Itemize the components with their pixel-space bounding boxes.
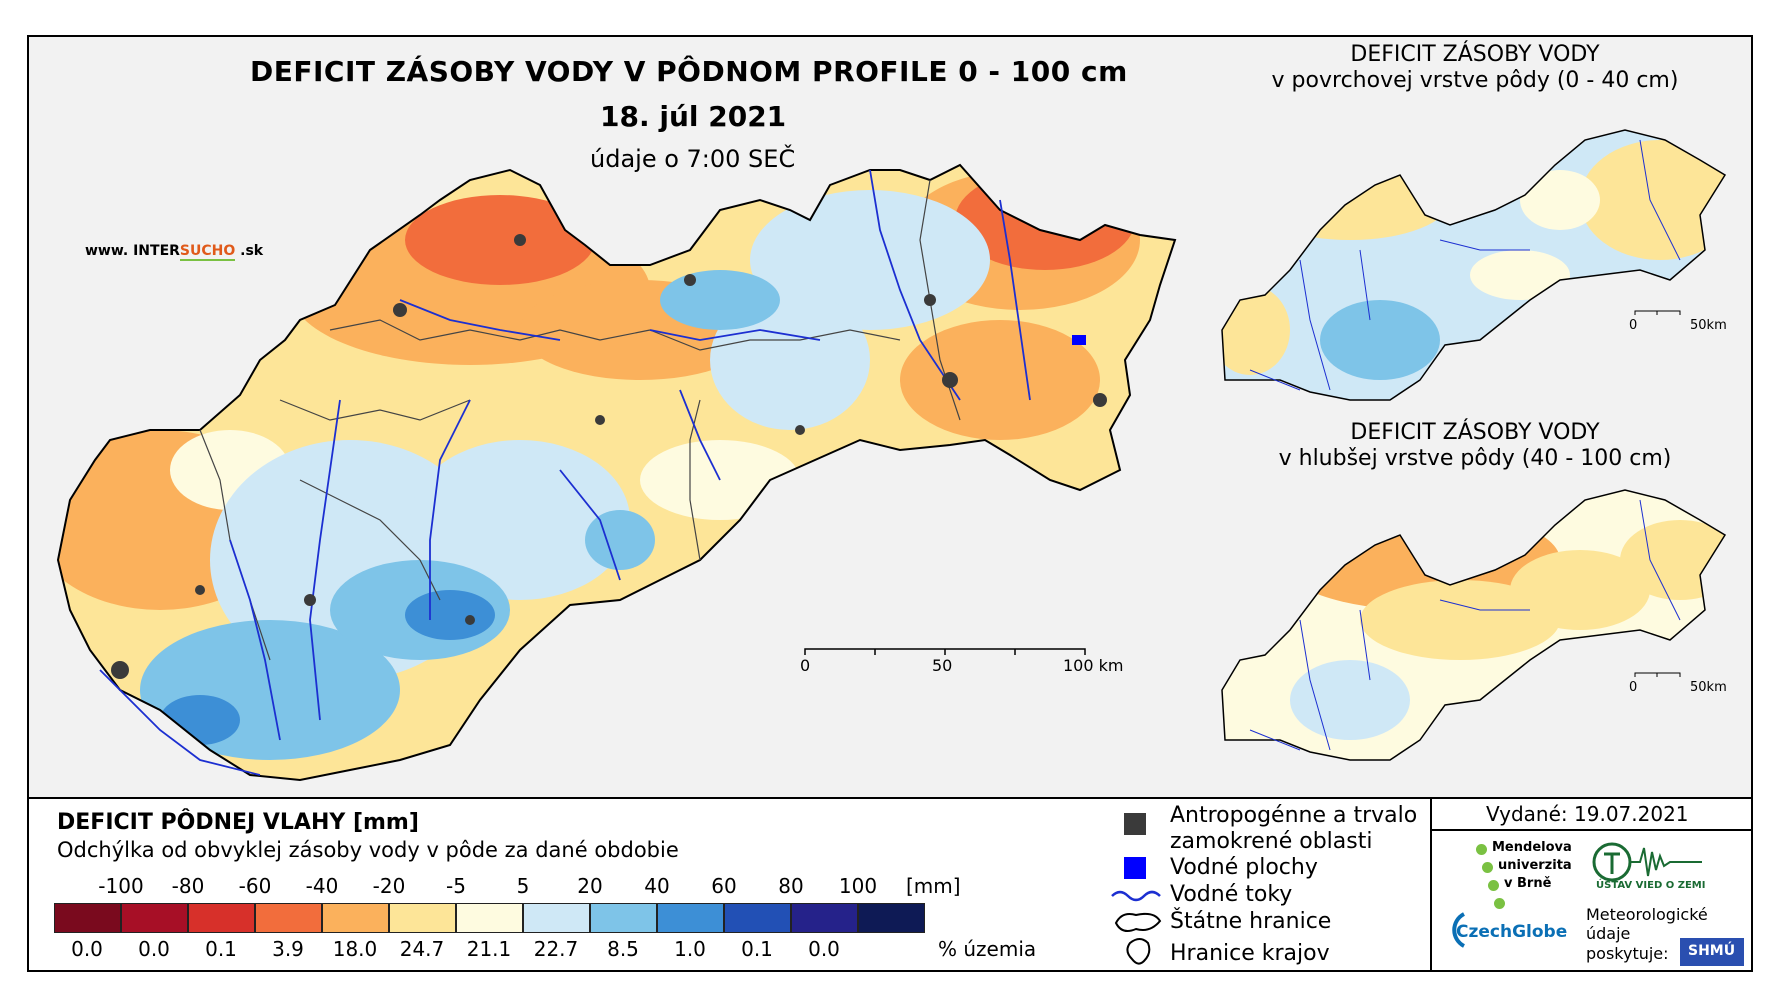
main-scale-0: 0 xyxy=(800,656,811,675)
site-highlight: SUCHO xyxy=(179,243,236,261)
state-border-icon xyxy=(1114,912,1162,932)
key-urban-line2: zamokrené oblasti xyxy=(1170,829,1373,854)
legend-percent-value: 24.7 xyxy=(399,937,445,961)
legend-unit: [mm] xyxy=(906,874,961,898)
river-line-icon xyxy=(1111,890,1161,902)
website-link[interactable]: www. INTERSUCHO .sk xyxy=(85,243,264,261)
inset-bottom-title: DEFICIT ZÁSOBY VODY v hlubšej vrstve pôd… xyxy=(1245,420,1705,472)
legend-break-label: 40 xyxy=(644,874,670,898)
inset-top-title-line1: DEFICIT ZÁSOBY VODY xyxy=(1350,42,1600,67)
legend-percent-value: 3.9 xyxy=(272,937,304,961)
legend-title: DEFICIT PÔDNEJ VLAHY [mm] xyxy=(57,810,419,835)
data-time: údaje o 7:00 SEČ xyxy=(590,145,796,173)
legend-percent-value: 8.5 xyxy=(607,937,639,961)
inset-bottom-title-line2: v hlubšej vrstve pôdy (40 - 100 cm) xyxy=(1278,446,1672,471)
legend-break-label: -20 xyxy=(372,874,406,898)
legend-break-label: 100 xyxy=(838,874,878,898)
map-title: DEFICIT ZÁSOBY VODY V PÔDNOM PROFILE 0 -… xyxy=(250,55,1128,88)
urban-area-square-icon xyxy=(1124,813,1146,835)
legend-swatch xyxy=(657,903,724,933)
site-prefix: www. INTER xyxy=(85,243,180,259)
legend-percent-value: 21.1 xyxy=(466,937,512,961)
legend-percent-value: 0.1 xyxy=(741,937,773,961)
map-date: 18. júl 2021 xyxy=(600,100,787,133)
legend-percent-value: 0.1 xyxy=(205,937,237,961)
czechglobe-arc-icon xyxy=(1452,912,1466,948)
key-state-borders: Štátne hranice xyxy=(1170,909,1332,934)
legend-swatch xyxy=(322,903,389,933)
ustav-text: ÚSTAV VIED O ZEMI xyxy=(1596,880,1706,891)
main-scale-100: 100 km xyxy=(1063,656,1124,675)
legend-swatch xyxy=(255,903,322,933)
issued-date: Vydané: 19.07.2021 xyxy=(1486,802,1689,826)
legend-swatch xyxy=(590,903,657,933)
legend-break-label: 5 xyxy=(516,874,530,898)
legend-swatch xyxy=(389,903,456,933)
legend-break-label: -80 xyxy=(171,874,205,898)
legend-percent-value: 18.0 xyxy=(332,937,378,961)
legend-break-label: 80 xyxy=(778,874,804,898)
key-water-body: Vodné plochy xyxy=(1170,855,1318,880)
legend-percent-value: 0.0 xyxy=(808,937,840,961)
legend-break-label: -60 xyxy=(238,874,272,898)
legend-break-label: -40 xyxy=(305,874,339,898)
meteo-line2: údaje xyxy=(1586,924,1631,943)
site-suffix: .sk xyxy=(235,243,264,259)
czechglobe-text: CzechGlobe xyxy=(1456,922,1568,942)
key-region-borders: Hranice krajov xyxy=(1170,941,1330,966)
inset-top-scale-0: 0 xyxy=(1629,318,1638,333)
inset-top-scale-50: 50km xyxy=(1690,318,1727,333)
shmu-logo: SHMÚ xyxy=(1680,938,1744,966)
footer-divider-vertical xyxy=(1430,797,1432,972)
mendelu-line2: univerzita xyxy=(1498,858,1572,873)
meteo-line1: Meteorologické xyxy=(1586,905,1708,924)
legend-swatch xyxy=(858,903,925,933)
legend-swatch xyxy=(54,903,121,933)
legend-break-label: -5 xyxy=(446,874,466,898)
seismograph-icon xyxy=(1592,842,1702,882)
inset-bottom-scale-50: 50km xyxy=(1690,680,1727,695)
legend-swatch xyxy=(188,903,255,933)
inset-bottom-title-line1: DEFICIT ZÁSOBY VODY xyxy=(1350,420,1600,445)
mendelu-line1: Mendelova xyxy=(1492,840,1572,855)
inset-top-title: DEFICIT ZÁSOBY VODY v povrchovej vrstve … xyxy=(1245,42,1705,94)
legend-percent-value: 0.0 xyxy=(71,937,103,961)
region-border-icon xyxy=(1126,938,1151,965)
legend-subtitle: Odchýlka od obvyklej zásoby vody v pôde … xyxy=(57,838,679,862)
legend-percent-value: 1.0 xyxy=(674,937,706,961)
legend-break-label: -100 xyxy=(98,874,144,898)
inset-top-title-line2: v povrchovej vrstve pôdy (0 - 40 cm) xyxy=(1271,68,1679,93)
key-urban-line1: Antropogénne a trvalo xyxy=(1170,803,1418,828)
legend-swatch xyxy=(724,903,791,933)
water-body-square-icon xyxy=(1124,857,1146,879)
legend-percent-value: 22.7 xyxy=(533,937,579,961)
legend-break-label: 20 xyxy=(577,874,603,898)
legend-swatch xyxy=(121,903,188,933)
legend-percent-label: % územia xyxy=(938,937,1037,961)
legend-percent-value: 0.0 xyxy=(138,937,170,961)
meteo-line3: poskytuje: xyxy=(1586,944,1669,963)
legend-swatch xyxy=(523,903,590,933)
shmu-text: SHMÚ xyxy=(1688,943,1736,959)
legend-swatch xyxy=(791,903,858,933)
inset-bottom-scale-0: 0 xyxy=(1629,680,1638,695)
key-rivers: Vodné toky xyxy=(1170,882,1293,907)
footer-divider-horizontal xyxy=(1430,829,1753,831)
legend-panel xyxy=(27,797,1753,972)
legend-swatch xyxy=(456,903,523,933)
main-scale-50: 50 xyxy=(932,656,953,675)
mendelu-line3: v Brně xyxy=(1504,876,1552,891)
legend-break-label: 60 xyxy=(711,874,737,898)
